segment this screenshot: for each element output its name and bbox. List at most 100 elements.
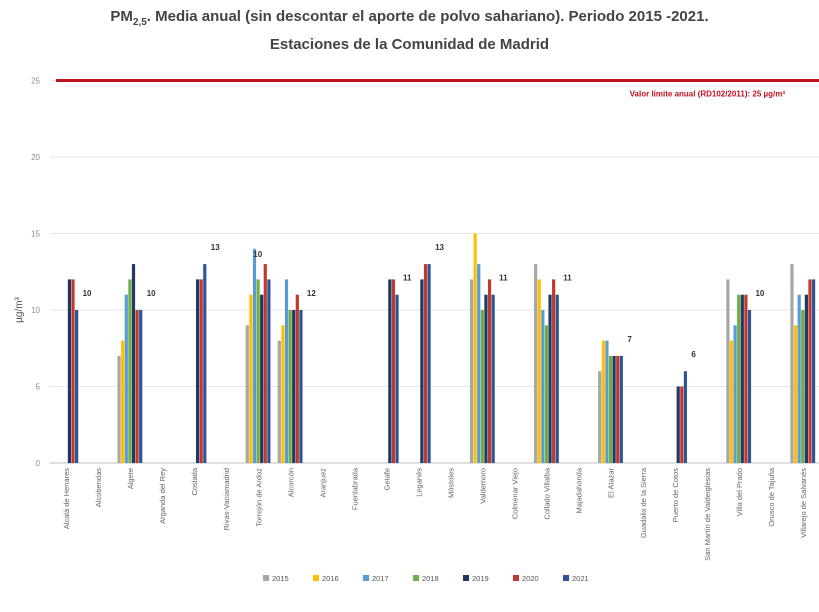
chart-title: PM2,5. Media anual (sin descontar el apo… xyxy=(0,6,819,56)
bar-2017 xyxy=(733,325,737,463)
x-tick-label: Rivas-Vaciamadrid xyxy=(222,468,231,530)
data-label: 10 xyxy=(755,289,764,298)
legend-label-2016: 2016 xyxy=(322,574,339,583)
bar-2020 xyxy=(487,279,492,463)
data-label: 10 xyxy=(83,289,92,298)
x-tick-label: San Martín de Valdeiglesias xyxy=(703,468,712,561)
bar-2019 xyxy=(804,294,808,463)
bar-2020 xyxy=(744,294,748,463)
bar-2020 xyxy=(135,310,139,463)
data-label: 6 xyxy=(691,350,696,359)
data-label: 7 xyxy=(627,335,632,344)
bar-2016 xyxy=(537,279,541,463)
x-tick-label: Algete xyxy=(126,468,135,489)
legend-label-2020: 2020 xyxy=(522,574,539,583)
title-line-1: PM2,5. Media anual (sin descontar el apo… xyxy=(0,6,819,34)
bar-2018 xyxy=(288,310,292,463)
x-tick-label: Majadahonda xyxy=(575,467,584,513)
bar-2018 xyxy=(801,310,805,463)
legend-swatch-2017 xyxy=(363,575,369,581)
bar-2018 xyxy=(608,355,613,463)
bar-2020 xyxy=(616,355,620,463)
x-tick-label: Valdemoro xyxy=(479,468,488,504)
bar-2021 xyxy=(299,310,303,463)
bar-2019 xyxy=(67,279,72,463)
bar-2021 xyxy=(811,279,816,463)
x-tick-label: Torrejón de Ardoz xyxy=(254,468,263,527)
data-label: 13 xyxy=(211,243,220,252)
y-tick-label: 25 xyxy=(31,77,40,86)
y-tick-label: 20 xyxy=(31,153,40,162)
bar-2021 xyxy=(395,294,399,463)
x-tick-label: Orusco de Tajuña xyxy=(767,467,776,526)
legend-label-2019: 2019 xyxy=(472,574,489,583)
legend-label-2018: 2018 xyxy=(422,574,439,583)
legend-swatch-2021 xyxy=(563,575,569,581)
title-text: . Media anual (sin descontar el aporte d… xyxy=(146,8,709,25)
bar-2021 xyxy=(427,264,431,463)
bar-2015 xyxy=(790,264,794,463)
x-tick-label: Coslada xyxy=(190,467,199,495)
bar-2015 xyxy=(726,279,730,463)
data-label: 10 xyxy=(147,289,156,298)
y-axis-label: µg/m³ xyxy=(14,296,25,322)
bar-2020 xyxy=(199,279,203,463)
x-tick-label: Villa del Prado xyxy=(735,468,744,516)
x-tick-label: Guadalix de la Sierra xyxy=(639,467,648,538)
bar-2017 xyxy=(797,294,801,463)
bar-2016 xyxy=(793,325,798,463)
bar-2015 xyxy=(117,355,121,463)
data-label: 11 xyxy=(499,274,508,283)
bar-2019 xyxy=(740,294,744,463)
bar-2015 xyxy=(245,325,249,463)
bar-2020 xyxy=(295,294,299,463)
bar-2021 xyxy=(203,264,207,463)
y-tick-label: 15 xyxy=(31,230,40,239)
bar-2020 xyxy=(71,279,75,463)
bar-2018 xyxy=(480,310,484,463)
bar-2019 xyxy=(676,386,680,463)
bar-2021 xyxy=(139,310,143,463)
bar-2021 xyxy=(555,294,559,463)
bar-2019 xyxy=(131,264,136,463)
x-tick-label: Arganda del Rey xyxy=(158,468,167,524)
x-tick-label: Alcobendas xyxy=(94,468,103,507)
bar-2020 xyxy=(808,279,812,463)
x-tick-label: El Atazar xyxy=(607,467,616,498)
x-tick-label: Aranjuez xyxy=(318,468,327,498)
x-tick-label: Colmenar Viejo xyxy=(511,468,520,519)
bar-2021 xyxy=(267,279,271,463)
bar-2017 xyxy=(252,248,257,463)
y-tick-label: 5 xyxy=(36,383,41,392)
bar-2019 xyxy=(260,294,264,463)
bar-2016 xyxy=(121,340,125,463)
bar-2018 xyxy=(737,294,741,463)
title-prefix: PM xyxy=(110,8,133,25)
bar-2017 xyxy=(124,294,128,463)
title-line-2: Estaciones de la Comunidad de Madrid xyxy=(269,36,550,53)
x-tick-label: Collado Villalba xyxy=(543,467,552,519)
bar-2016 xyxy=(729,340,734,463)
bar-2021 xyxy=(75,310,79,463)
bar-2017 xyxy=(284,279,289,463)
x-tick-label: Villarejo de Salvanés xyxy=(799,468,808,538)
bar-2020 xyxy=(423,264,428,463)
x-tick-label: Móstoles xyxy=(447,468,456,498)
bar-2021 xyxy=(491,294,495,463)
legend-swatch-2019 xyxy=(463,575,469,581)
bar-2019 xyxy=(292,310,296,463)
bar-2017 xyxy=(541,310,545,463)
legend-label-2015: 2015 xyxy=(272,574,289,583)
bar-2016 xyxy=(249,294,253,463)
bar-2021 xyxy=(619,355,623,463)
bar-2021 xyxy=(747,310,752,463)
bar-2015 xyxy=(469,279,474,463)
legend-label-2017: 2017 xyxy=(372,574,389,583)
legend-swatch-2016 xyxy=(313,575,319,581)
bar-2019 xyxy=(484,294,488,463)
legend-swatch-2018 xyxy=(413,575,419,581)
bar-2019 xyxy=(548,294,552,463)
bar-2016 xyxy=(601,340,605,463)
title-subscript: 2,5 xyxy=(132,17,147,28)
bar-2015 xyxy=(598,371,602,463)
